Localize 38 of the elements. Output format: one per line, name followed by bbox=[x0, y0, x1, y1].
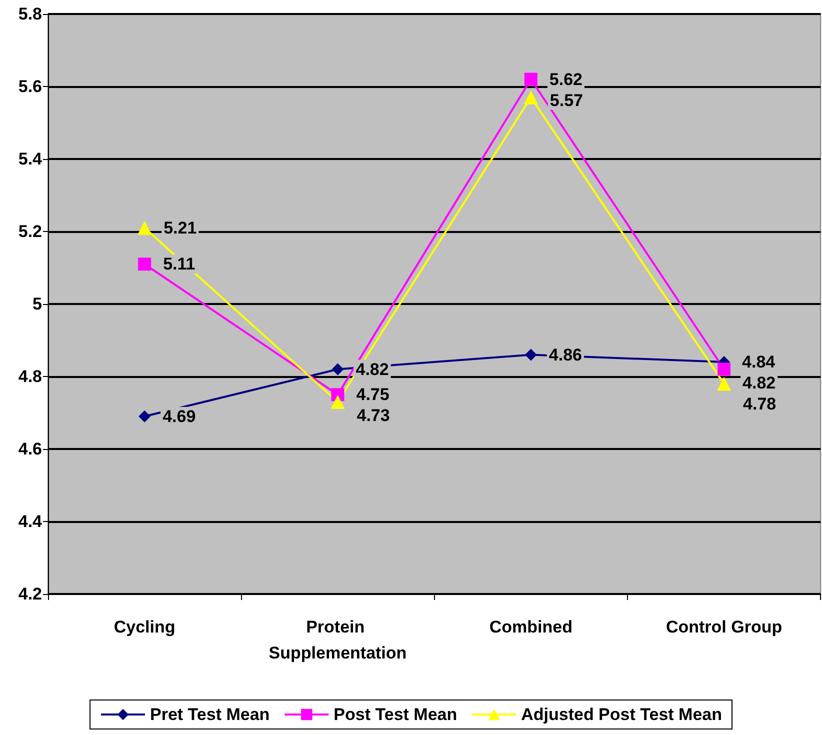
data-label: 4.75 bbox=[356, 385, 390, 404]
y-tick-label: 5.2 bbox=[18, 222, 42, 241]
point bbox=[717, 376, 732, 391]
legend-label: Post Test Mean bbox=[334, 705, 458, 724]
data-label: 4.78 bbox=[743, 394, 776, 414]
x-tick-label: Control Group bbox=[666, 618, 782, 636]
y-tick-label: 4.6 bbox=[18, 440, 42, 458]
x-tick-label: Combined bbox=[489, 618, 572, 636]
data-label: 5.21 bbox=[164, 218, 197, 238]
legend-label: Pret Test Mean bbox=[150, 705, 270, 724]
data-label: 4.82 bbox=[356, 360, 389, 379]
point bbox=[138, 220, 152, 235]
x-tick-label: Cycling bbox=[114, 618, 176, 636]
data-label: 5.11 bbox=[163, 254, 196, 274]
y-tick-label: 5.4 bbox=[18, 150, 43, 168]
point bbox=[718, 362, 731, 376]
y-tick-label: 5.6 bbox=[18, 77, 42, 96]
point bbox=[524, 72, 538, 86]
data-label: 4.86 bbox=[548, 345, 582, 364]
y-tick-label: 4.2 bbox=[18, 584, 42, 604]
y-tick-label: 5.8 bbox=[18, 4, 42, 24]
point bbox=[138, 258, 152, 271]
legend-label: Adjusted Post Test Mean bbox=[521, 705, 722, 724]
data-label: 4.84 bbox=[742, 352, 776, 372]
data-label: 5.62 bbox=[549, 70, 582, 89]
y-tick-label: 4.4 bbox=[18, 512, 43, 531]
data-label: 4.73 bbox=[356, 406, 390, 426]
y-tick-label: 5 bbox=[32, 294, 42, 314]
point bbox=[524, 90, 538, 104]
data-label: 5.57 bbox=[550, 90, 583, 110]
point bbox=[524, 348, 537, 361]
point bbox=[138, 410, 151, 422]
data-label: 4.82 bbox=[742, 374, 776, 392]
point bbox=[330, 394, 345, 409]
data-label: 4.69 bbox=[162, 406, 196, 426]
x-tick-label: Protein Supplementation bbox=[268, 618, 407, 662]
y-tick-label: 4.8 bbox=[18, 367, 42, 386]
point bbox=[332, 363, 344, 376]
